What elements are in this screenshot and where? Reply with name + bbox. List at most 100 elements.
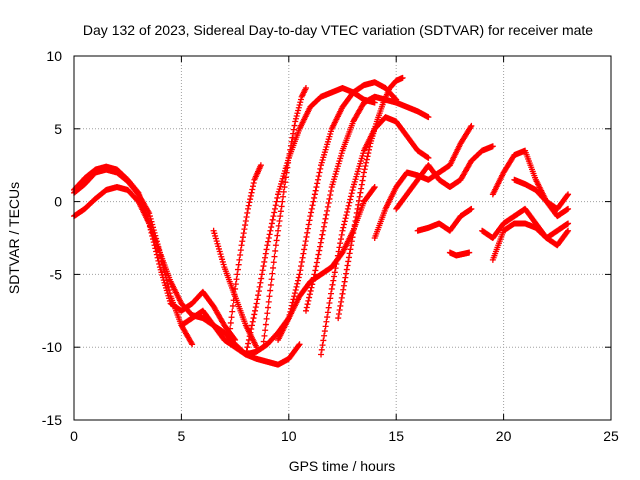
data-point bbox=[314, 180, 321, 187]
data-point bbox=[305, 221, 312, 228]
data-point bbox=[325, 199, 332, 206]
data-point bbox=[285, 315, 292, 322]
data-point bbox=[229, 302, 236, 309]
data-point bbox=[344, 262, 351, 269]
data-point bbox=[287, 146, 294, 153]
data-point bbox=[260, 338, 267, 345]
data-point bbox=[327, 295, 334, 302]
data-point bbox=[315, 251, 322, 258]
data-point bbox=[366, 143, 373, 150]
data-point bbox=[245, 336, 252, 343]
data-point bbox=[371, 99, 378, 106]
data-point bbox=[349, 187, 356, 194]
series-track-5 bbox=[210, 227, 260, 351]
data-point bbox=[310, 278, 317, 285]
data-point bbox=[565, 205, 572, 212]
data-point bbox=[564, 192, 571, 199]
data-point bbox=[234, 266, 241, 273]
chart-title: Day 132 of 2023, Sidereal Day-to-day VTE… bbox=[83, 22, 593, 38]
data-point bbox=[282, 179, 289, 186]
data-point bbox=[295, 342, 302, 349]
data-point bbox=[270, 259, 277, 266]
data-point bbox=[311, 271, 318, 278]
data-point bbox=[324, 309, 331, 316]
series-track-9 bbox=[275, 79, 400, 343]
data-point bbox=[248, 322, 255, 329]
data-point bbox=[244, 205, 251, 212]
data-point bbox=[335, 315, 342, 322]
data-point bbox=[345, 258, 352, 265]
data-point bbox=[232, 285, 239, 292]
data-point bbox=[399, 74, 406, 81]
data-point bbox=[302, 307, 309, 314]
data-point bbox=[349, 234, 356, 241]
data-point bbox=[307, 213, 314, 220]
data-point bbox=[247, 192, 254, 199]
data-point bbox=[295, 104, 302, 111]
data-point bbox=[326, 300, 333, 306]
data-point bbox=[271, 209, 278, 216]
data-point bbox=[289, 134, 296, 141]
data-point bbox=[290, 130, 297, 137]
data-point bbox=[291, 293, 298, 300]
data-point bbox=[358, 185, 365, 192]
data-point bbox=[242, 222, 249, 229]
data-point bbox=[332, 265, 339, 272]
data-point bbox=[341, 221, 348, 228]
data-point bbox=[296, 102, 303, 109]
data-point bbox=[233, 276, 240, 283]
data-point bbox=[353, 209, 360, 216]
data-point bbox=[317, 243, 324, 250]
data-point bbox=[229, 308, 236, 315]
data-point bbox=[324, 207, 331, 214]
data-point bbox=[263, 315, 270, 322]
data-point bbox=[267, 227, 274, 234]
data-point bbox=[296, 341, 303, 348]
data-point bbox=[295, 274, 302, 281]
data-point bbox=[321, 219, 328, 226]
data-point bbox=[262, 327, 269, 334]
series-track-7 bbox=[242, 85, 378, 358]
series-track-11 bbox=[318, 114, 432, 358]
x-tick-label: 10 bbox=[281, 428, 297, 444]
data-point bbox=[255, 288, 262, 295]
data-point bbox=[344, 209, 351, 215]
data-point bbox=[306, 291, 313, 298]
y-tick-label: 10 bbox=[46, 48, 62, 64]
data-point bbox=[285, 154, 292, 161]
data-point bbox=[243, 347, 250, 354]
data-point bbox=[253, 300, 260, 307]
data-point bbox=[267, 281, 274, 288]
data-point bbox=[327, 290, 334, 297]
data-point bbox=[227, 325, 234, 332]
data-point bbox=[347, 193, 354, 200]
data-point bbox=[234, 271, 241, 278]
data-point bbox=[313, 263, 320, 270]
y-tick-label: -5 bbox=[50, 266, 63, 282]
data-point bbox=[328, 285, 335, 292]
data-point bbox=[334, 256, 341, 263]
data-point bbox=[339, 227, 346, 234]
data-point bbox=[329, 281, 336, 288]
data-point bbox=[314, 255, 321, 262]
data-point bbox=[232, 281, 239, 288]
data-point bbox=[304, 229, 311, 236]
data-point bbox=[340, 286, 347, 293]
data-point bbox=[273, 237, 280, 244]
data-point bbox=[343, 266, 350, 273]
data-point bbox=[425, 114, 432, 121]
data-point bbox=[340, 282, 347, 289]
data-point bbox=[279, 198, 286, 205]
data-point bbox=[315, 173, 322, 180]
data-point bbox=[288, 302, 295, 309]
x-tick-label: 15 bbox=[388, 428, 404, 444]
data-point bbox=[346, 199, 353, 206]
data-point bbox=[231, 291, 238, 298]
data-point bbox=[365, 150, 372, 157]
data-point bbox=[270, 213, 277, 220]
data-point bbox=[308, 205, 315, 212]
data-point bbox=[356, 193, 363, 200]
data-point bbox=[237, 251, 244, 258]
data-point bbox=[304, 301, 311, 308]
data-point bbox=[350, 230, 357, 237]
